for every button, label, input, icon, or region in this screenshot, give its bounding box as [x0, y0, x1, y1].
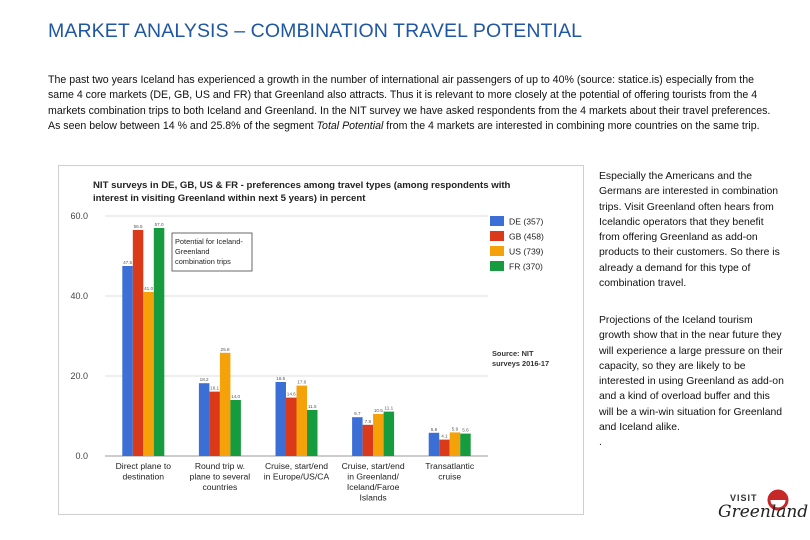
- y-tick-label: 60.0: [70, 211, 88, 221]
- legend-swatch-1: [490, 216, 504, 226]
- data-label: 41.0: [144, 286, 153, 291]
- data-label: 56.5: [134, 224, 143, 229]
- annotation-text: Potential for Iceland-: [175, 237, 243, 246]
- legend-swatch-3: [490, 246, 504, 256]
- data-label: 11.5: [308, 404, 317, 409]
- side-text-1: Especially the Americans and the Germans…: [599, 171, 780, 290]
- category-label: Iceland/Faroe: [347, 482, 400, 492]
- category-label: Round trip w.: [195, 461, 245, 471]
- page-title: MARKET ANALYSIS – COMBINATION TRAVEL POT…: [48, 20, 583, 42]
- data-label: 9.7: [354, 411, 361, 416]
- bar-2-group-1: [132, 230, 144, 456]
- intro-text-part1: The past two years Iceland has experienc…: [48, 74, 771, 132]
- data-label: 10.5: [374, 408, 383, 413]
- bar-1-group-1: [122, 266, 133, 456]
- category-label: Transatlantic: [425, 461, 475, 471]
- y-tick-label: 0.0: [75, 451, 88, 461]
- category-label: Cruise, start/end: [265, 461, 328, 471]
- side-text-2: Projections of the Iceland tourism growt…: [599, 313, 785, 451]
- bar-3-group-2: [219, 352, 231, 456]
- data-label: 7.8: [365, 419, 372, 424]
- legend-label-3: US (739): [509, 247, 544, 257]
- intro-text-part2: from the 4 markets are interested in com…: [383, 119, 760, 132]
- bar-2-group-4: [362, 424, 374, 456]
- data-label: 16.1: [210, 386, 219, 391]
- data-label: 57.0: [155, 222, 164, 227]
- category-label: plane to several: [190, 472, 251, 482]
- bar-3-group-5: [449, 432, 461, 456]
- legend-swatch-4: [490, 261, 504, 271]
- y-tick-label: 20.0: [70, 371, 88, 381]
- bar-1-group-5: [428, 432, 440, 456]
- bar-4-group-2: [230, 400, 241, 456]
- bar-3-group-3: [296, 385, 307, 456]
- category-label: in Europe/US/CA: [264, 472, 330, 482]
- category-label: countries: [202, 482, 237, 492]
- bar-3-group-4: [373, 414, 384, 456]
- category-label: Islands: [359, 493, 386, 503]
- bar-4-group-4: [383, 411, 395, 456]
- category-label: in Greenland/: [347, 472, 399, 482]
- bar-4-group-1: [153, 228, 165, 456]
- data-label: 17.6: [297, 380, 306, 385]
- annotation-text: Greenland: [175, 247, 210, 256]
- source-note: surveys 2016-17: [492, 359, 549, 368]
- bar-chart: 0.0 20.0 40.0 60.0 47.5 56.5 41.0 57.0 Direct pl…: [70, 211, 549, 503]
- bar-2-group-2: [209, 391, 220, 456]
- bar-1-group-4: [352, 417, 363, 456]
- bar-2-group-3: [286, 397, 297, 456]
- bar-4-group-5: [460, 433, 471, 456]
- data-label: 14.0: [231, 394, 240, 399]
- legend-label-2: GB (458): [509, 232, 544, 242]
- bar-1-group-2: [198, 383, 210, 456]
- logo-mark-icon: [767, 489, 789, 511]
- chart-title: NIT surveys in DE, GB, US & FR - prefere…: [93, 180, 511, 204]
- annotation-text: combination trips: [175, 257, 231, 266]
- logo-script-text: Greenland: [718, 502, 809, 522]
- data-label: 25.8: [221, 347, 230, 352]
- data-label: 18.2: [200, 377, 209, 382]
- data-label: 14.6: [287, 392, 296, 397]
- bar-1-group-3: [275, 382, 286, 456]
- logo-visit-text: VISIT: [730, 493, 758, 503]
- data-label: 11.1: [385, 406, 394, 411]
- data-label: 47.5: [123, 260, 132, 265]
- data-label: 4.1: [441, 434, 448, 439]
- category-label: cruise: [438, 472, 461, 482]
- intro-emphasis: Total Potential: [316, 119, 384, 132]
- data-label: 5.8: [431, 427, 438, 432]
- bar-4-group-3: [307, 410, 318, 456]
- legend-label-1: DE (357): [509, 217, 544, 227]
- y-tick-label: 40.0: [70, 291, 88, 301]
- side-text-2-trail: .: [599, 437, 602, 449]
- visit-greenland-logo: VISIT Greenland: [712, 486, 808, 536]
- legend-swatch-2: [490, 231, 504, 241]
- annotation-box: [171, 232, 253, 272]
- bar-3-group-1: [143, 292, 154, 456]
- category-label: Direct plane to: [116, 461, 172, 471]
- data-label: 5.6: [462, 428, 469, 433]
- legend-label-4: FR (370): [509, 262, 543, 272]
- intro-paragraph: The past two years Iceland has experienc…: [48, 73, 776, 134]
- data-label: 5.9: [452, 426, 459, 431]
- category-label: destination: [123, 472, 165, 482]
- category-label: Cruise, start/end: [342, 461, 405, 471]
- source-note: Source: NIT: [492, 349, 534, 358]
- bar-2-group-5: [439, 439, 450, 456]
- side-text-2-body: Projections of the Iceland tourism growt…: [599, 315, 784, 434]
- data-label: 18.5: [276, 376, 285, 381]
